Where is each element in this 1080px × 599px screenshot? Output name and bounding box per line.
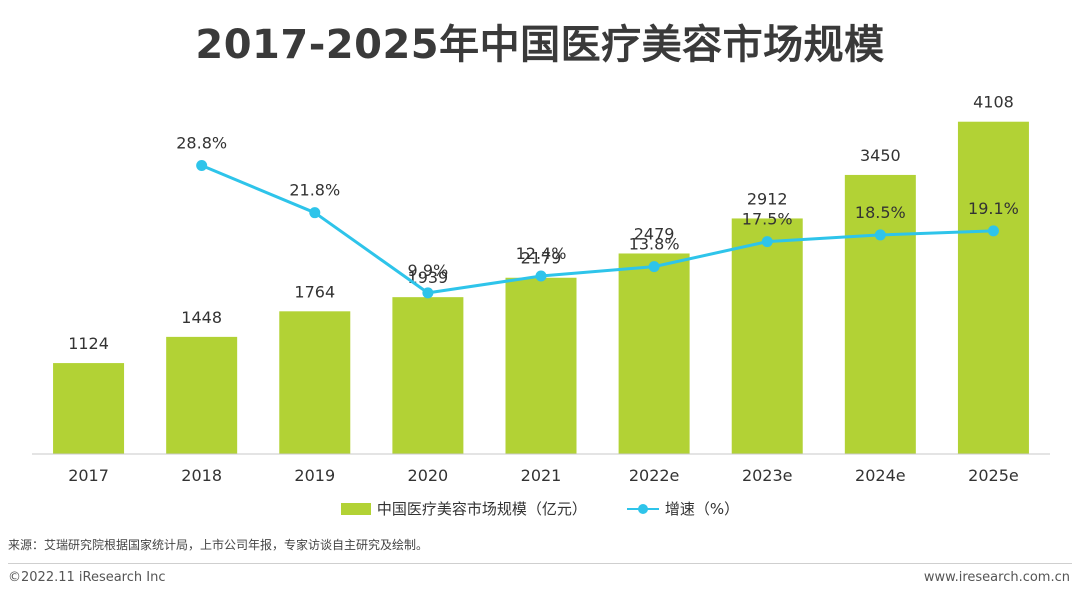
bar-value-label: 2479: [634, 224, 675, 243]
bar-value-label: 1448: [181, 308, 222, 327]
bar-value-label: 1764: [294, 282, 335, 301]
x-tick-label: 2018: [181, 466, 222, 485]
bar-2023e: [731, 218, 803, 454]
chart-area: 1124 1448 1764 1939 2179 2479 2912 3450 4108 2017…: [32, 93, 1050, 485]
growth-point-2018: [196, 159, 208, 171]
x-tick-label: 2023e: [742, 466, 793, 485]
bar-value-label: 2912: [747, 189, 788, 208]
growth-value-label: 9.9%: [408, 261, 449, 280]
growth-value-label: 18.5%: [855, 203, 906, 222]
bar-2017: [53, 363, 125, 454]
bar-value-label: 3450: [860, 146, 901, 165]
x-tick-label: 2024e: [855, 466, 906, 485]
growth-value-label: 13.8%: [629, 235, 680, 254]
bar-value-label: 2179: [521, 249, 562, 268]
source-note: 来源：艾瑞研究院根据国家统计局，上市公司年报，专家访谈自主研究及绘制。: [8, 538, 429, 552]
website: www.iresearch.com.cn: [923, 570, 1070, 585]
growth-point-2021: [535, 270, 547, 282]
growth-point-2019: [309, 207, 321, 219]
copyright: ©2022.11 iResearch Inc: [8, 570, 166, 585]
growth-point-2020: [422, 287, 434, 299]
x-tick-label: 2021: [521, 466, 562, 485]
bar-2018: [166, 336, 238, 454]
bar-2025e: [957, 121, 1029, 455]
growth-point-2024e: [874, 229, 886, 241]
bar-2022e: [618, 253, 690, 454]
footer-divider: [8, 563, 1072, 564]
bar-value-label: 1939: [408, 268, 449, 287]
legend-item-line: 增速（%）: [626, 498, 740, 519]
growth-line: [201, 164, 994, 295]
growth-value-label: 12.4%: [516, 244, 567, 263]
growth-point-2025e: [987, 225, 999, 237]
bar-2024e: [844, 174, 916, 454]
growth-value-label: 28.8%: [176, 133, 227, 152]
bar-2020: [392, 297, 464, 454]
x-tick-label: 2025e: [968, 466, 1019, 485]
growth-point-2023e: [761, 236, 773, 248]
x-tick-label: 2017: [68, 466, 109, 485]
bar-2021: [505, 277, 577, 454]
legend-bar-label: 中国医疗美容市场规模（亿元）: [376, 500, 587, 518]
legend-line-swatch: [626, 503, 659, 515]
growth-value-label: 21.8%: [289, 181, 340, 200]
growth-value-label: 19.1%: [968, 199, 1019, 218]
x-tick-label: 2020: [408, 466, 449, 485]
growth-point-2022e: [648, 261, 660, 273]
x-tick-label: 2019: [294, 466, 335, 485]
legend: 中国医疗美容市场规模（亿元） 增速（%）: [0, 498, 1080, 519]
bar-2019: [279, 311, 351, 454]
x-tick-label: 2022e: [629, 466, 680, 485]
legend-bar-swatch: [340, 502, 371, 515]
legend-line-label: 增速（%）: [664, 500, 740, 518]
bar-value-label: 1124: [68, 334, 109, 353]
legend-item-bar: 中国医疗美容市场规模（亿元）: [340, 498, 587, 519]
growth-value-label: 17.5%: [742, 210, 793, 229]
chart-title: 2017-2025年中国医疗美容市场规模: [195, 22, 885, 68]
bar-value-label: 4108: [973, 93, 1014, 112]
